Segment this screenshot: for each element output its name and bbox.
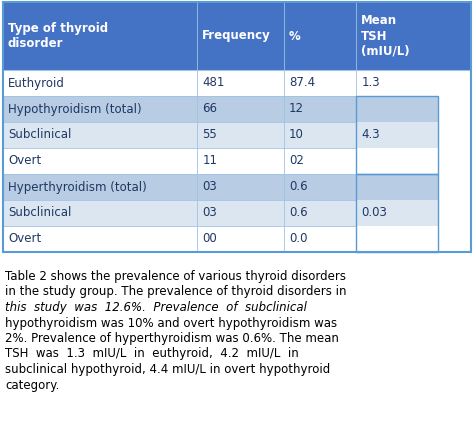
Text: 87.4: 87.4	[289, 77, 315, 90]
Text: 03: 03	[202, 181, 217, 194]
Text: 66: 66	[202, 103, 217, 116]
Text: category.: category.	[5, 379, 59, 392]
Text: 11: 11	[202, 154, 217, 168]
Text: %: %	[289, 29, 301, 42]
Text: 10: 10	[289, 128, 304, 141]
Text: Overt: Overt	[8, 154, 41, 168]
Bar	[3, 2, 471, 252]
Bar	[356, 96, 438, 174]
Text: 00: 00	[202, 232, 217, 245]
Text: 55: 55	[202, 128, 217, 141]
Bar	[356, 122, 438, 148]
Text: Type of thyroid
disorder: Type of thyroid disorder	[8, 22, 108, 50]
Bar	[3, 148, 197, 174]
Text: TSH  was  1.3  mIU/L  in  euthyroid,  4.2  mIU/L  in: TSH was 1.3 mIU/L in euthyroid, 4.2 mIU/…	[5, 347, 299, 360]
Bar	[356, 96, 438, 122]
Bar	[284, 226, 356, 252]
Bar	[356, 148, 438, 174]
Bar	[197, 70, 284, 96]
Text: 12: 12	[289, 103, 304, 116]
Text: 0.03: 0.03	[361, 206, 387, 219]
Text: 2%. Prevalence of hyperthyroidism was 0.6%. The mean: 2%. Prevalence of hyperthyroidism was 0.…	[5, 332, 339, 345]
Bar	[197, 226, 284, 252]
Text: this  study  was  12.6%.  Prevalence  of  subclinical: this study was 12.6%. Prevalence of subc…	[5, 301, 307, 314]
Bar	[3, 70, 197, 96]
Bar	[197, 148, 284, 174]
Bar	[284, 174, 356, 200]
Text: 0.6: 0.6	[289, 206, 308, 219]
Text: 02: 02	[289, 154, 304, 168]
Text: Hyperthyroidism (total): Hyperthyroidism (total)	[8, 181, 147, 194]
Bar	[3, 226, 197, 252]
Text: 4.3: 4.3	[361, 128, 380, 141]
Text: 0.0: 0.0	[289, 232, 307, 245]
Bar	[356, 174, 438, 200]
Bar	[284, 122, 356, 148]
Text: Subclinical: Subclinical	[8, 128, 72, 141]
Text: 0.6: 0.6	[289, 181, 308, 194]
Text: 1.3: 1.3	[361, 77, 380, 90]
Text: in the study group. The prevalence of thyroid disorders in: in the study group. The prevalence of th…	[5, 285, 346, 298]
Bar	[356, 70, 438, 96]
Bar	[197, 174, 284, 200]
Bar	[284, 70, 356, 96]
Text: Euthyroid: Euthyroid	[8, 77, 65, 90]
Text: Subclinical: Subclinical	[8, 206, 72, 219]
Text: 481: 481	[202, 77, 225, 90]
Bar	[3, 2, 471, 70]
Bar	[197, 200, 284, 226]
Text: Hypothyroidism (total): Hypothyroidism (total)	[8, 103, 142, 116]
Bar	[356, 226, 438, 252]
Bar	[284, 96, 356, 122]
Bar	[3, 200, 197, 226]
Bar	[356, 200, 438, 226]
Text: Overt: Overt	[8, 232, 41, 245]
Bar	[284, 200, 356, 226]
Bar	[3, 96, 197, 122]
Text: hypothyroidism was 10% and overt hypothyroidism was: hypothyroidism was 10% and overt hypothy…	[5, 317, 337, 330]
Bar	[197, 122, 284, 148]
Bar	[284, 148, 356, 174]
Text: Frequency: Frequency	[202, 29, 271, 42]
Text: 03: 03	[202, 206, 217, 219]
Bar	[3, 122, 197, 148]
Text: Mean
TSH
(mIU/L): Mean TSH (mIU/L)	[361, 15, 410, 58]
Bar	[3, 174, 197, 200]
Text: Table 2 shows the prevalence of various thyroid disorders: Table 2 shows the prevalence of various …	[5, 270, 346, 283]
Bar	[356, 174, 438, 252]
Text: subclinical hypothyroid, 4.4 mIU/L in overt hypothyroid: subclinical hypothyroid, 4.4 mIU/L in ov…	[5, 363, 330, 376]
Bar	[197, 96, 284, 122]
